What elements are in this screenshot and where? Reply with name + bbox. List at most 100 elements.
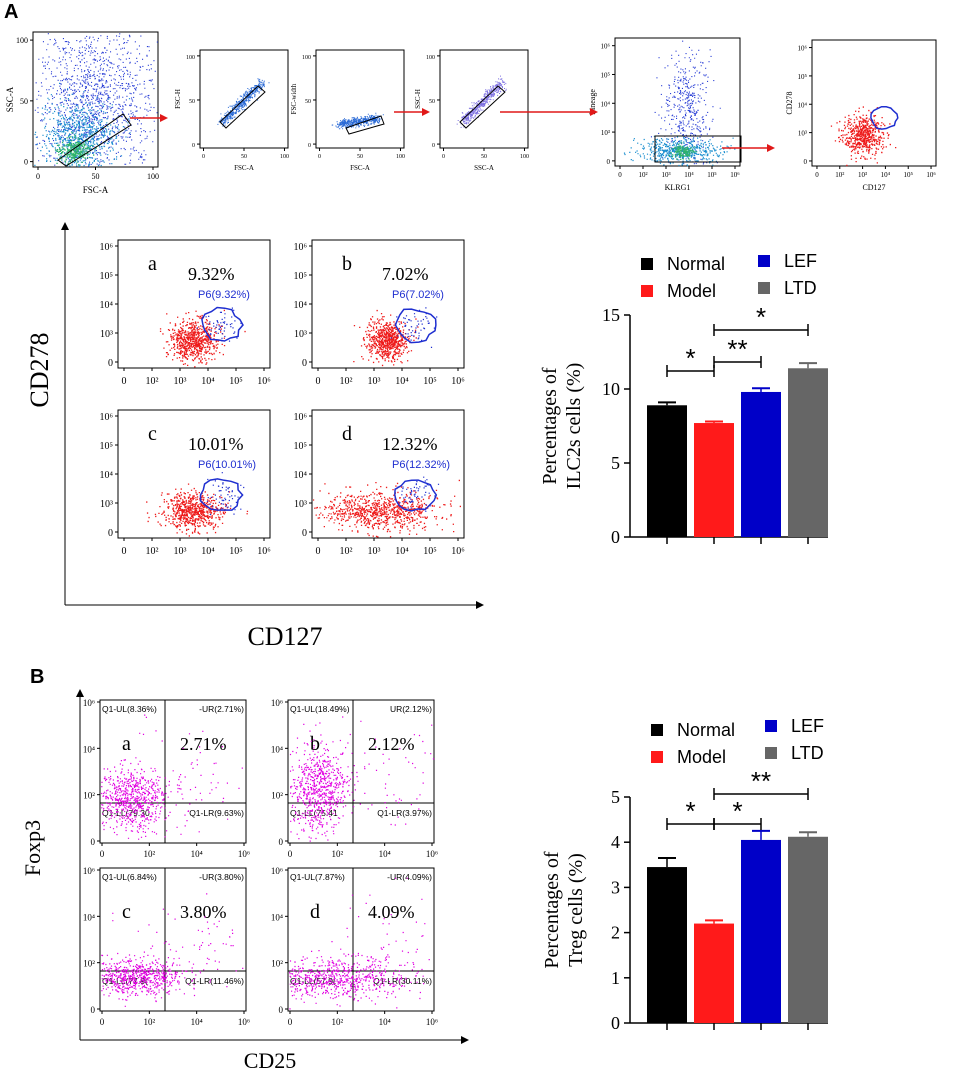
gating-xtick-label: 10² xyxy=(835,171,844,179)
panelA-plot-frame-2 xyxy=(117,409,271,539)
panelA-xtick-label: 10³ xyxy=(174,546,187,557)
gating-xlabel: KLRG1 xyxy=(665,183,691,192)
bar1-ytick-label: 3 xyxy=(611,877,620,897)
bar0-sig-label-0: * xyxy=(685,343,695,373)
panelA-ytick-label: 10³ xyxy=(294,329,307,340)
panelA-xtick-label: 10⁶ xyxy=(257,376,271,387)
bar0-legend-swatch-0 xyxy=(641,258,653,270)
gating-xtick-label: 0 xyxy=(618,171,622,179)
panelA-xtick-label: 10³ xyxy=(368,546,381,557)
bar1-ylabel: Percentages of Treg cells (%) xyxy=(541,851,587,969)
gating-xtick-label: 10⁶ xyxy=(926,171,936,179)
panel-label-b: B xyxy=(30,666,44,688)
gating-ytick-label: 10⁴ xyxy=(798,101,808,109)
gating-arrow-4-head xyxy=(767,144,775,152)
panelB-subplot-letter: a xyxy=(122,733,131,755)
gating-scatter-0c xyxy=(54,132,101,166)
panelA-ytick-label: 10⁴ xyxy=(100,470,114,481)
panelB-xtick-label: 0 xyxy=(288,849,293,859)
panelB-ytick-label: 10² xyxy=(83,791,95,801)
bar1-legend-label-2: LEF xyxy=(791,716,824,736)
gating-ylabel: SSC-A xyxy=(5,86,15,112)
gating-plot-frame-4 xyxy=(614,37,741,167)
panelA-ytick-label: 10³ xyxy=(294,499,307,510)
gating-ytick-label: 100 xyxy=(186,55,195,61)
gating-ytick-label: 100 xyxy=(426,55,435,61)
gating-scatter-4c xyxy=(668,142,697,160)
bar0-sig-label-2: * xyxy=(756,302,766,332)
gating-xtick-label: 50 xyxy=(241,154,247,160)
panelB-scatter-0 xyxy=(101,757,186,839)
gating-xtick-label: 10⁴ xyxy=(881,171,891,179)
panelA-ytick-label: 10⁵ xyxy=(100,271,114,282)
gating-ytick-label: 10³ xyxy=(798,130,807,138)
gating-xtick-label: 10² xyxy=(638,171,647,179)
gating-ytick-label: 50 xyxy=(20,97,28,106)
panelA-subplot-letter: a xyxy=(148,253,157,275)
gating-ytick-label: 10⁶ xyxy=(798,45,808,53)
panelA-gate-label: P6(7.02%) xyxy=(392,289,444,301)
panelB-plot-frame-1 xyxy=(287,699,435,844)
panelB-ytick-label: 10⁴ xyxy=(83,744,95,754)
panelA-xtick-label: 10⁵ xyxy=(229,546,243,557)
panelB-xtick-label: 0 xyxy=(100,1017,105,1027)
bar1-ytick-label: 1 xyxy=(611,968,620,988)
panelB-plot-frame-2 xyxy=(99,867,247,1012)
panelA-xtick-label: 10⁵ xyxy=(423,546,437,557)
panelB-xtick-label: 10² xyxy=(331,849,343,859)
panelB-xtick-label: 10⁶ xyxy=(238,849,250,859)
panelA-gate-label: P6(10.01%) xyxy=(198,459,256,471)
panelA-xtick-label: 10⁶ xyxy=(257,546,271,557)
bar1-legend-label-1: Model xyxy=(677,747,726,767)
panelB-scatter-1 xyxy=(289,722,366,842)
bar1-legend-label-3: LTD xyxy=(791,743,824,763)
gating-xlabel: FSC-A xyxy=(83,185,109,195)
panelA-gate-label: P6(12.32%) xyxy=(392,459,450,471)
bar0-ylabel-line2: ILC2s cells (%) xyxy=(563,363,585,490)
bar0-ylabel-line1: Percentages of xyxy=(539,367,561,485)
panelB-ytick-label: 10⁴ xyxy=(271,744,283,754)
panelA-gate-3 xyxy=(394,479,438,512)
panelA-ytick-label: 10⁵ xyxy=(294,271,308,282)
gating-xtick-label: 50 xyxy=(481,154,487,160)
panelB-ytick-label: 0 xyxy=(91,1005,96,1015)
gating-xtick-label: 100 xyxy=(147,172,159,181)
gating-xtick-label: 50 xyxy=(357,154,363,160)
gating-xtick-label: 0 xyxy=(36,172,40,181)
bar1-ytick-label: 2 xyxy=(611,923,620,943)
panelB-quadrant-lr: Q1-LR(9.63%) xyxy=(189,808,244,818)
panelB-ytick-label: 10² xyxy=(83,959,95,969)
panelB-xtick-label: 10⁴ xyxy=(191,1017,203,1027)
panelB-quadrant-ll: Q1-LL(79.30 xyxy=(102,808,150,818)
gating-ytick-label: 0 xyxy=(804,158,808,166)
gating-plot-frame-2 xyxy=(315,49,405,149)
bar1-ylabel-line1: Percentages of xyxy=(541,851,563,969)
bar1-legend-swatch-3 xyxy=(765,747,777,759)
panelB-quadrant-lr: Q1-LR(30.11%) xyxy=(373,976,432,986)
panelB-quadrant-ul: Q1-UL(8.36%) xyxy=(102,704,157,714)
panelA-subplot-letter: d xyxy=(342,423,352,445)
panelB-xtick-label: 10⁶ xyxy=(426,1017,438,1027)
panelB-xlabel: CD25 xyxy=(244,1048,297,1071)
gating-ytick-label: 10³ xyxy=(601,129,610,137)
panelA-scatter-1 xyxy=(353,309,419,367)
panelA-ytick-label: 10⁴ xyxy=(294,300,308,311)
panelB-subplot-percent: 2.71% xyxy=(180,734,227,754)
panelA-gate-2 xyxy=(199,478,244,511)
bar1-bar-lef xyxy=(741,839,781,1023)
panelA-ytick-label: 10⁴ xyxy=(100,300,114,311)
panelB-ylabel: Foxp3 xyxy=(20,820,45,876)
panelB-ytick-label: 10⁴ xyxy=(83,912,95,922)
panelB-left-axis-head xyxy=(76,689,84,697)
gating-gate-5 xyxy=(870,105,899,130)
panelB-subplot-percent: 2.12% xyxy=(368,734,415,754)
bar0-ytick-label: 5 xyxy=(611,453,620,473)
panelB-ytick-label: 10⁶ xyxy=(271,866,283,876)
panel-label-a: A xyxy=(4,1,18,23)
panelB-quadrant-ll: Q1-LL(75.41 xyxy=(290,808,338,818)
panelA-xlabel: CD127 xyxy=(247,622,322,651)
gating-ytick-label: 10⁶ xyxy=(601,43,611,51)
gating-ytick-label: 10⁵ xyxy=(601,71,611,79)
